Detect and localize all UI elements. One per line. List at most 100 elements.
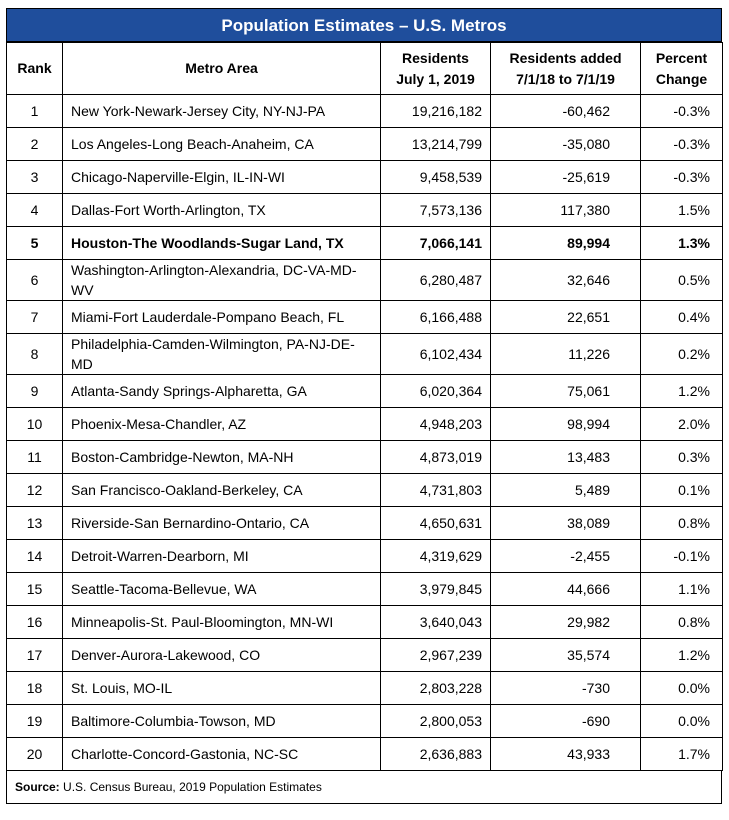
- table-cell: 19,216,182: [380, 94, 491, 128]
- table-cell: 6: [6, 259, 63, 301]
- table-cell: 6,102,434: [380, 333, 491, 375]
- table-row: 6 Washington-Arlington-Alexandria, DC-VA-…: [6, 259, 723, 301]
- table-cell: Phoenix-Mesa-Chandler, AZ: [62, 407, 381, 441]
- table-cell: 43,933: [490, 737, 641, 771]
- table-cell: 19: [6, 704, 63, 738]
- table-cell: 7: [6, 300, 63, 334]
- table-cell: -35,080: [490, 127, 641, 161]
- table: Rank Metro Area Residents July 1, 2019 Resid…: [6, 42, 723, 771]
- table-cell: 14: [6, 539, 63, 573]
- header-cell: Metro Area: [62, 42, 381, 95]
- table-cell: 16: [6, 605, 63, 639]
- table-cell: -0.3%: [640, 94, 723, 128]
- table-cell: Dallas-Fort Worth-Arlington, TX: [62, 193, 381, 227]
- table-row: 16 Minneapolis-St. Paul-Bloomington, MN-W…: [6, 605, 723, 639]
- table-cell: 4,948,203: [380, 407, 491, 441]
- table-cell: Detroit-Warren-Dearborn, MI: [62, 539, 381, 573]
- table-cell: -0.3%: [640, 127, 723, 161]
- table-row: 10 Phoenix-Mesa-Chandler, AZ 4,948,203 98,9…: [6, 407, 723, 441]
- table-row: 14 Detroit-Warren-Dearborn, MI 4,319,629 -2…: [6, 539, 723, 573]
- header-text: Residents: [402, 49, 469, 66]
- table-cell: Charlotte-Concord-Gastonia, NC-SC: [62, 737, 381, 771]
- header-cell: Percent Change: [640, 42, 723, 95]
- table-cell: 98,994: [490, 407, 641, 441]
- table-cell: 1.5%: [640, 193, 723, 227]
- table-cell: 117,380: [490, 193, 641, 227]
- table-row: 15 Seattle-Tacoma-Bellevue, WA 3,979,845 44…: [6, 572, 723, 606]
- table-cell: 11,226: [490, 333, 641, 375]
- table-cell: 75,061: [490, 374, 641, 408]
- table-row: 7 Miami-Fort Lauderdale-Pompano Beach, FL…: [6, 300, 723, 334]
- table-cell: 6,166,488: [380, 300, 491, 334]
- table-cell: Miami-Fort Lauderdale-Pompano Beach, FL: [62, 300, 381, 334]
- table-cell: 10: [6, 407, 63, 441]
- header-cell: Residents July 1, 2019: [380, 42, 491, 95]
- table-cell: 4,319,629: [380, 539, 491, 573]
- header-text: 7/1/18 to 7/1/19: [516, 70, 615, 87]
- table-cell: 2,800,053: [380, 704, 491, 738]
- table-cell: Philadelphia-Camden-Wilmington, PA-NJ-DE…: [62, 333, 381, 375]
- table-cell: 32,646: [490, 259, 641, 301]
- table-cell: Chicago-Naperville-Elgin, IL-IN-WI: [62, 160, 381, 194]
- table-cell: 22,651: [490, 300, 641, 334]
- header-text: July 1, 2019: [396, 70, 475, 87]
- table-container: Population Estimates – U.S. Metros Rank M…: [6, 8, 723, 804]
- table-cell: Houston-The Woodlands-Sugar Land, TX: [62, 226, 381, 260]
- table-cell: 5: [6, 226, 63, 260]
- table-cell: San Francisco-Oakland-Berkeley, CA: [62, 473, 381, 507]
- table-cell: 0.0%: [640, 704, 723, 738]
- table-cell: 2,803,228: [380, 671, 491, 705]
- table-cell: 13,214,799: [380, 127, 491, 161]
- table-cell: -2,455: [490, 539, 641, 573]
- table-cell: 3: [6, 160, 63, 194]
- table-cell: Los Angeles-Long Beach-Anaheim, CA: [62, 127, 381, 161]
- table-cell: 6,020,364: [380, 374, 491, 408]
- table-cell: 5,489: [490, 473, 641, 507]
- table-cell: 0.1%: [640, 473, 723, 507]
- table-cell: 18: [6, 671, 63, 705]
- table-row: 17 Denver-Aurora-Lakewood, CO 2,967,239 35,…: [6, 638, 723, 672]
- table-row: 5 Houston-The Woodlands-Sugar Land, TX 7,0…: [6, 226, 723, 260]
- table-cell: 35,574: [490, 638, 641, 672]
- table-cell: 1.1%: [640, 572, 723, 606]
- header-text: Percent: [655, 49, 708, 66]
- table-cell: 17: [6, 638, 63, 672]
- table-cell: Baltimore-Columbia-Towson, MD: [62, 704, 381, 738]
- table-cell: 29,982: [490, 605, 641, 639]
- table-cell: 7,066,141: [380, 226, 491, 260]
- table-cell: Denver-Aurora-Lakewood, CO: [62, 638, 381, 672]
- table-cell: Riverside-San Bernardino-Ontario, CA: [62, 506, 381, 540]
- table-cell: 0.0%: [640, 671, 723, 705]
- table-cell: 9: [6, 374, 63, 408]
- table-cell: 7,573,136: [380, 193, 491, 227]
- table-cell: 3,979,845: [380, 572, 491, 606]
- table-body: 1 New York-Newark-Jersey City, NY-NJ-PA 19…: [6, 94, 723, 771]
- header-cell: Residents added 7/1/18 to 7/1/19: [490, 42, 641, 95]
- table-cell: 44,666: [490, 572, 641, 606]
- table-cell: 2,967,239: [380, 638, 491, 672]
- table-cell: 1.2%: [640, 638, 723, 672]
- table-cell: Atlanta-Sandy Springs-Alpharetta, GA: [62, 374, 381, 408]
- source-note: Source: U.S. Census Bureau, 2019 Populat…: [6, 771, 722, 804]
- table-cell: -730: [490, 671, 641, 705]
- header-row: Rank Metro Area Residents July 1, 2019 Resid…: [6, 42, 723, 95]
- table-row: 3 Chicago-Naperville-Elgin, IL-IN-WI 9,458…: [6, 160, 723, 194]
- header-text: Residents added: [509, 49, 622, 66]
- table-cell: 15: [6, 572, 63, 606]
- table-cell: 8: [6, 333, 63, 375]
- table-cell: Washington-Arlington-Alexandria, DC-VA-M…: [62, 259, 381, 301]
- table-cell: -690: [490, 704, 641, 738]
- table-row: 20 Charlotte-Concord-Gastonia, NC-SC 2,636…: [6, 737, 723, 771]
- table-cell: -0.1%: [640, 539, 723, 573]
- table-cell: Seattle-Tacoma-Bellevue, WA: [62, 572, 381, 606]
- table-cell: 6,280,487: [380, 259, 491, 301]
- table-cell: 13: [6, 506, 63, 540]
- table-cell: 1.2%: [640, 374, 723, 408]
- table-row: 9 Atlanta-Sandy Springs-Alpharetta, GA 6,0…: [6, 374, 723, 408]
- table-row: 8 Philadelphia-Camden-Wilmington, PA-NJ-D…: [6, 333, 723, 375]
- table-cell: 12: [6, 473, 63, 507]
- table-row: 1 New York-Newark-Jersey City, NY-NJ-PA 19…: [6, 94, 723, 128]
- source-label: Source:: [15, 780, 60, 794]
- table-cell: 0.8%: [640, 506, 723, 540]
